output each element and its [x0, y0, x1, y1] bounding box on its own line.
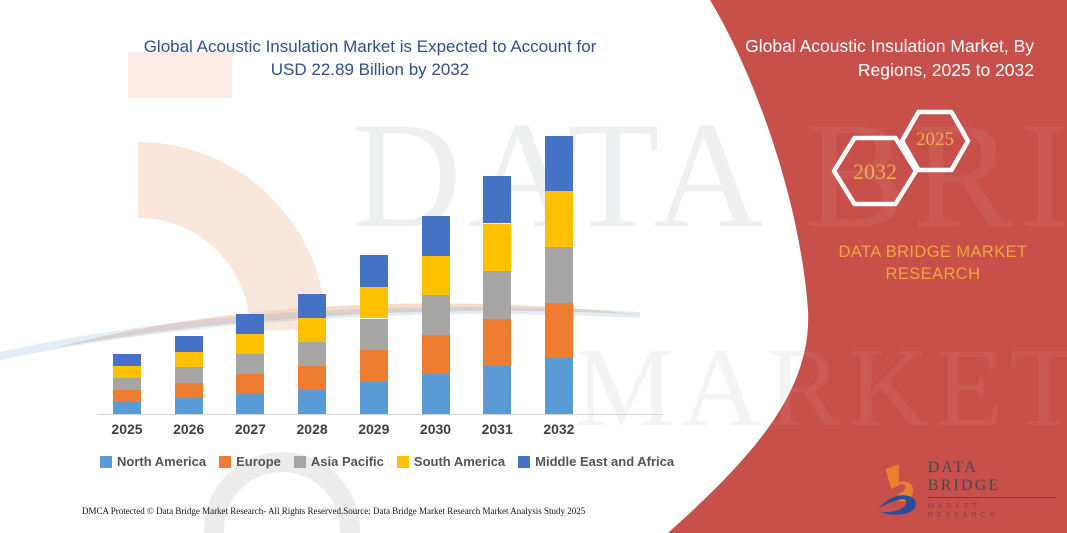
bar-segment-2031-asia-pacific [483, 271, 512, 319]
legend-label-europe: Europe [236, 454, 281, 469]
legend-item-north-america: North America [100, 454, 206, 469]
x-axis-line [97, 414, 663, 415]
bar-segment-2026-middle-east-and-africa [174, 336, 203, 352]
bar-segment-2029-south-america [359, 286, 388, 319]
bar-segment-2027-south-america [236, 333, 265, 354]
bar-segment-2025-south-america [113, 365, 141, 378]
watermark-logo-arc-inner [138, 218, 250, 330]
bar-segment-2025-europe [113, 389, 141, 402]
bar-segment-2025-asia-pacific [113, 377, 141, 390]
footer: DMCA Protected © Data Bridge Market Rese… [82, 506, 585, 516]
x-axis-label-2032: 2032 [543, 421, 575, 437]
bar-segment-2028-europe [298, 365, 327, 390]
x-axis-label-2026: 2026 [173, 421, 205, 437]
chart-legend: North America Europe Asia Pacific South Ame… [100, 454, 680, 469]
legend-swatch-europe [219, 455, 232, 468]
watermark-block [128, 52, 232, 98]
chart-title: Global Acoustic Insulation Market is Exp… [55, 36, 685, 81]
bar-segment-2027-north-america [236, 394, 265, 414]
bar-segment-2026-europe [174, 382, 203, 399]
chart-title-line2: USD 22.89 Billion by 2032 [270, 59, 470, 79]
bar-segment-2025-north-america [113, 402, 141, 414]
bar-segment-2032-europe [544, 302, 573, 359]
bar-segment-2030-north-america [421, 374, 450, 414]
bar-segment-2030-asia-pacific [421, 295, 450, 335]
bar-segment-2028-north-america [298, 389, 327, 414]
bar-segment-2032-south-america [544, 191, 573, 247]
bar-segment-2031-north-america [483, 366, 512, 414]
bar-segment-2030-south-america [421, 255, 450, 296]
x-axis-label-2027: 2027 [234, 421, 266, 437]
watermark-orange-swoosh [55, 303, 645, 348]
bar-segment-2030-middle-east-and-africa [421, 216, 450, 256]
bar-segment-2027-asia-pacific [236, 353, 265, 374]
legend-item-middle-east-and-africa: Middle East and Africa [518, 454, 674, 469]
bar-segment-2032-asia-pacific [544, 247, 573, 303]
bar-segment-2027-middle-east-and-africa [236, 313, 265, 334]
footer-source-text: Source: Data Bridge Market Research Mark… [343, 506, 586, 516]
footer-dmca-text: DMCA Protected © Data Bridge Market Rese… [82, 506, 344, 516]
x-axis-label-2025: 2025 [111, 421, 143, 437]
bar-segment-2031-middle-east-and-africa [483, 175, 512, 224]
legend-label-middle-east-and-africa: Middle East and Africa [535, 454, 675, 469]
bar-segment-2027-europe [236, 373, 265, 394]
watermark-circle [204, 452, 360, 533]
x-axis-label-2028: 2028 [296, 421, 328, 437]
legend-label-asia-pacific: Asia Pacific [310, 454, 384, 469]
bar-segment-2028-asia-pacific [298, 341, 327, 366]
bar-segment-2026-asia-pacific [174, 367, 203, 383]
legend-item-asia-pacific: Asia Pacific [293, 454, 384, 469]
x-axis-label-2030: 2030 [419, 421, 452, 437]
bar-segment-2031-europe [483, 318, 512, 367]
legend-item-europe: Europe [219, 454, 281, 469]
bar-segment-2029-asia-pacific [359, 318, 388, 351]
bar-segment-2031-south-america [483, 223, 512, 272]
legend-swatch-middle-east-and-africa [518, 455, 531, 468]
bar-segment-2032-north-america [544, 358, 573, 414]
legend-swatch-south-america [396, 455, 409, 468]
bar-segment-2029-north-america [359, 382, 388, 414]
legend-swatch-asia-pacific [293, 455, 306, 468]
bar-segment-2025-middle-east-and-africa [113, 353, 141, 366]
bar-segment-2029-middle-east-and-africa [359, 254, 388, 287]
x-axis-label-2031: 2031 [481, 421, 513, 437]
bar-segment-2026-north-america [174, 398, 203, 414]
legend-item-south-america: South America [396, 454, 506, 469]
legend-label-south-america: South America [413, 454, 506, 469]
bar-segment-2028-middle-east-and-africa [298, 293, 327, 318]
x-axis-label-2029: 2029 [358, 421, 390, 437]
bar-segment-2026-south-america [174, 351, 203, 368]
bar-segment-2030-europe [421, 334, 450, 375]
legend-swatch-north-america [100, 455, 112, 468]
chart-title-line1: Global Acoustic Insulation Market is Exp… [143, 37, 597, 56]
legend-label-north-america: North America [117, 454, 207, 469]
bar-segment-2032-middle-east-and-africa [544, 135, 573, 192]
bar-segment-2028-south-america [298, 317, 327, 342]
bar-segment-2029-europe [359, 350, 388, 383]
